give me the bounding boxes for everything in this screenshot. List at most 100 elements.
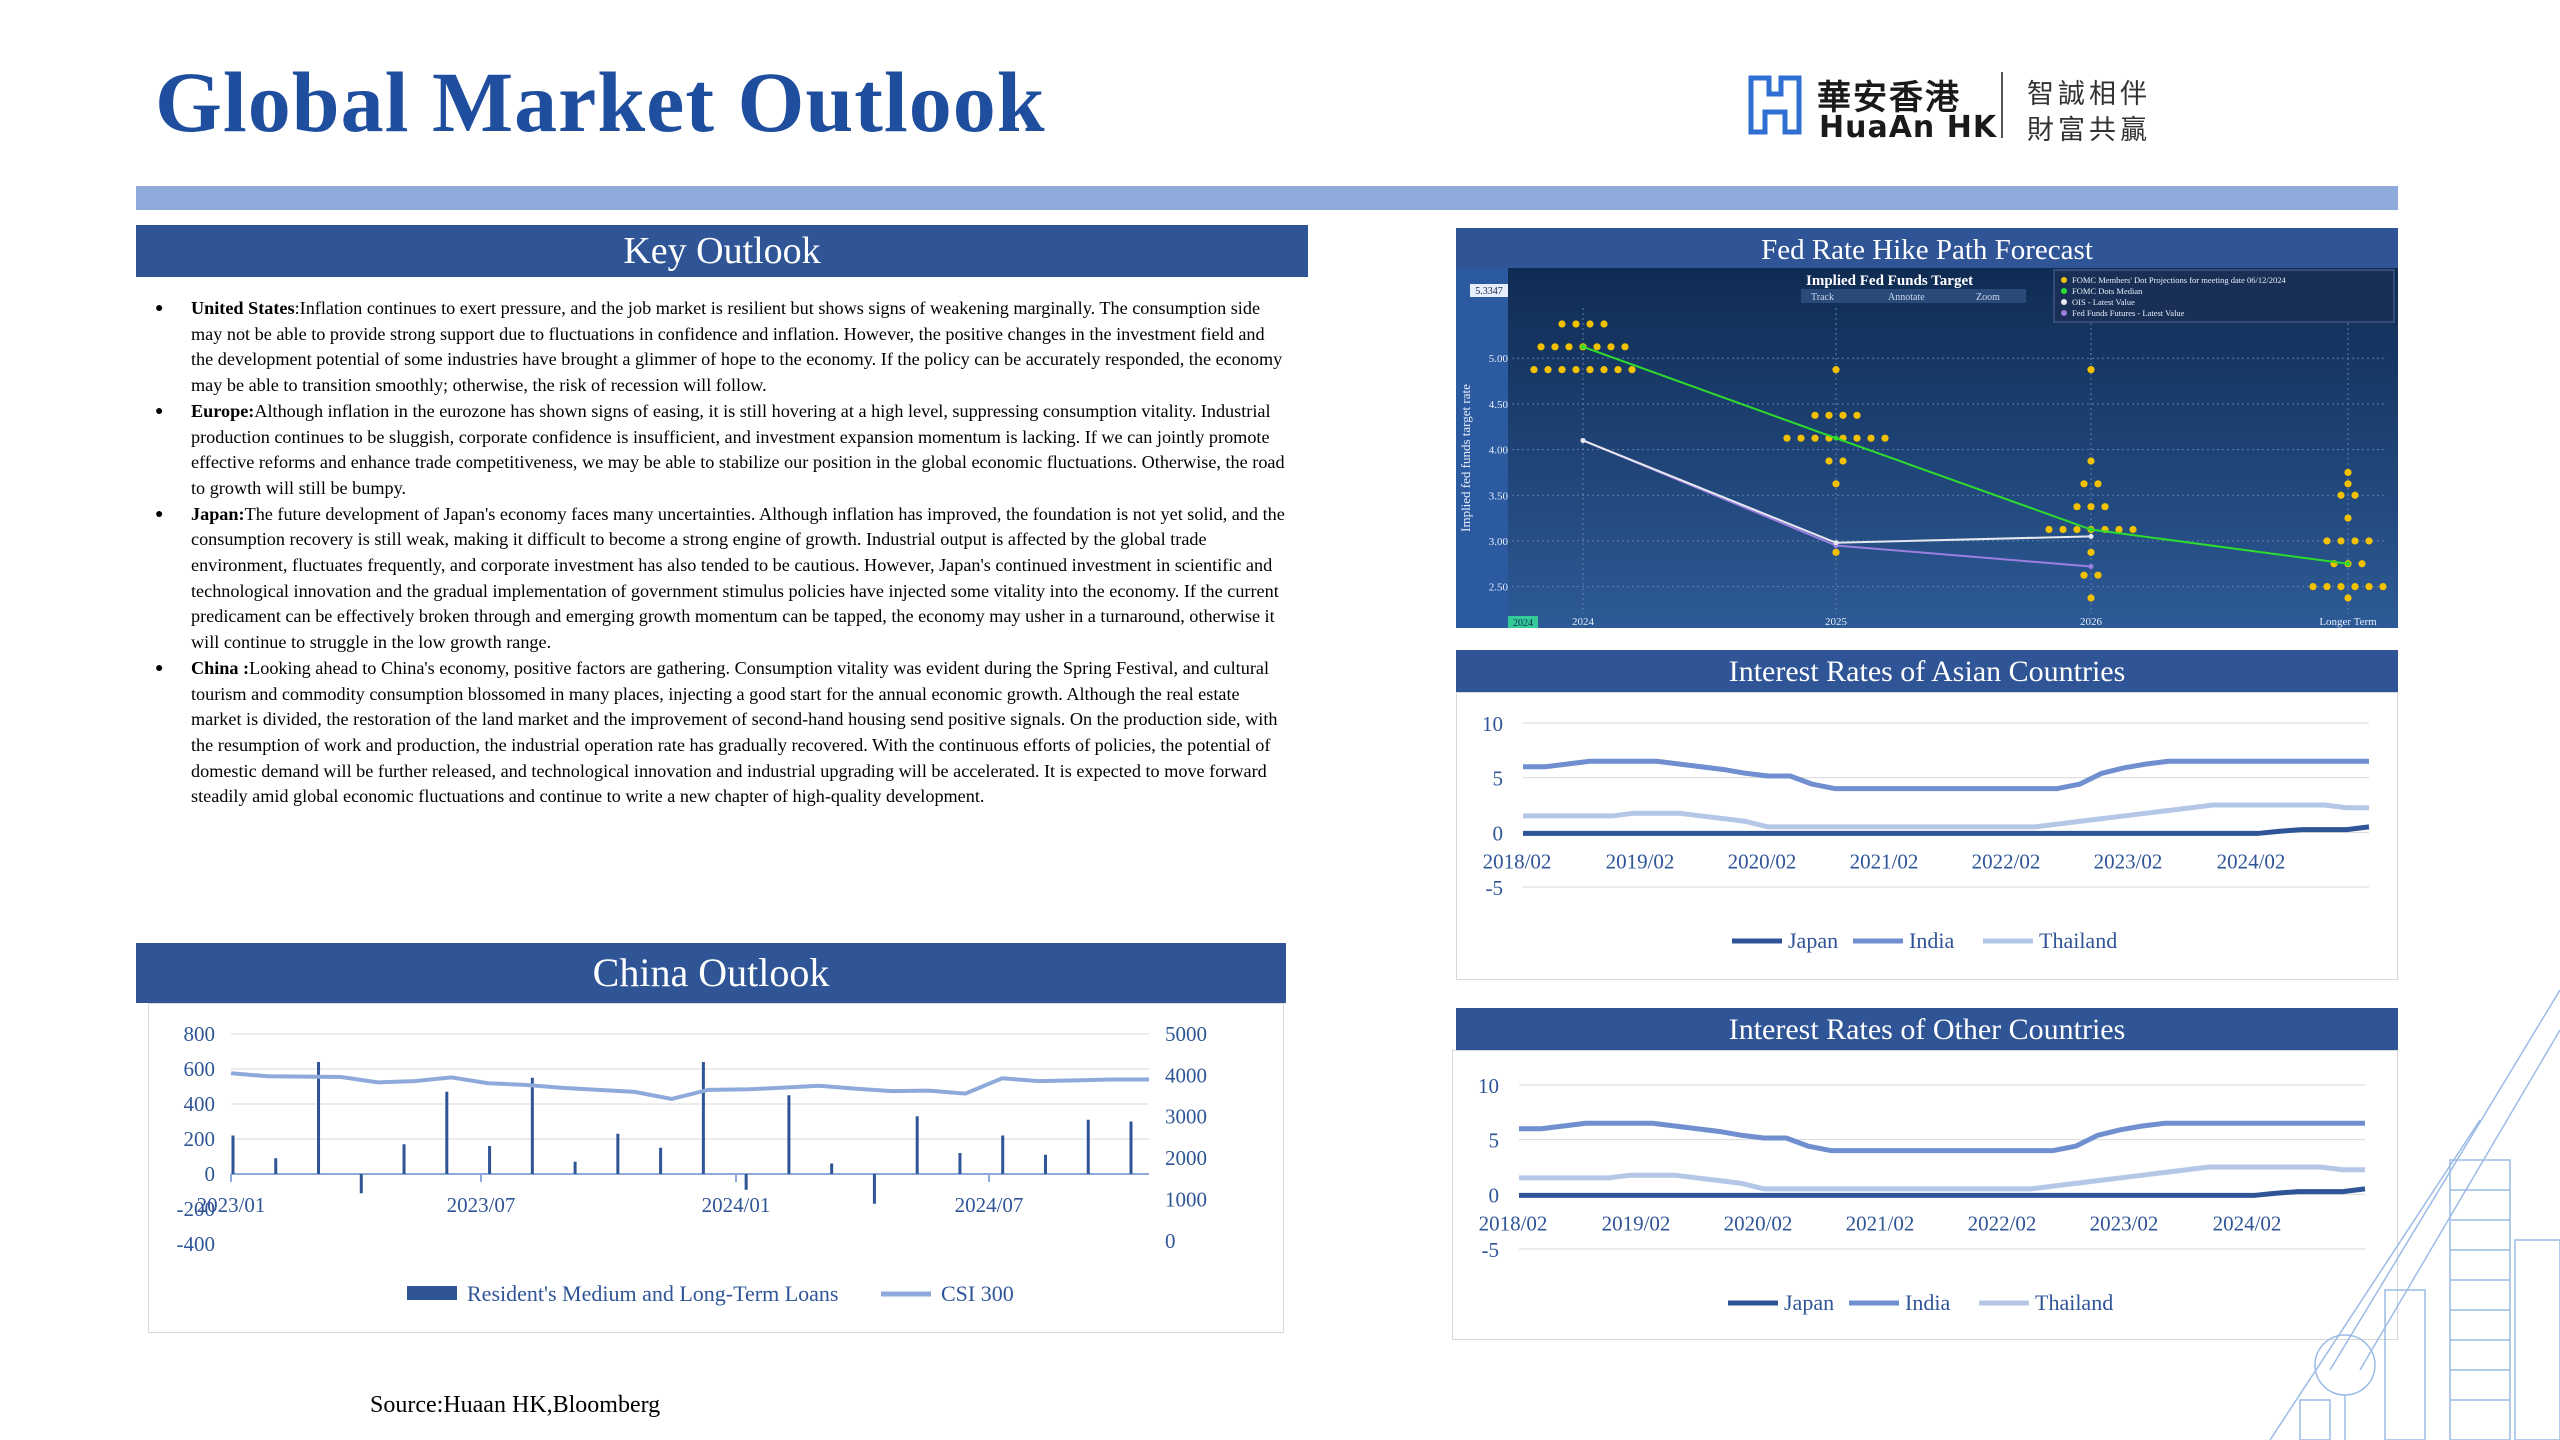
- fomc-dot: [2365, 537, 2373, 545]
- fomc-dot: [1586, 366, 1594, 374]
- fomc-dot: [2087, 366, 2095, 374]
- key-outlook-header: Key Outlook: [136, 225, 1308, 277]
- china-chart-panel: 800 600 400 200 0 -200 -400 5000 4000 3000 2000 100…: [148, 1003, 1284, 1333]
- fomc-dot: [2073, 525, 2081, 534]
- legend-label-csi: CSI 300: [941, 1281, 1014, 1306]
- outlook-item-text: Inflation continues to exert pressure, a…: [191, 298, 1283, 396]
- y-tick: 10: [1482, 712, 1503, 736]
- outlook-item-label: United States: [191, 298, 295, 318]
- china-outlook-chart: 8006004002000-200-4005000400030002000100…: [177, 1022, 1208, 1306]
- x-tick-label: 2024/02: [2217, 849, 2286, 873]
- source-note: Source:Huaan HK,Bloomberg: [370, 1392, 661, 1418]
- x-tick-label: 2024/07: [955, 1193, 1024, 1217]
- y-tick: -5: [1482, 1238, 1500, 1262]
- y-tick: 10: [1478, 1074, 1499, 1098]
- fomc-dot: [2129, 525, 2137, 534]
- fomc-dot: [2094, 480, 2102, 488]
- fed-toolbar-item: Track: [1811, 292, 1834, 303]
- x-tick-label: 2023/02: [2090, 1211, 2159, 1235]
- fomc-dot: [2344, 514, 2352, 522]
- x-tick-label: 2024/02: [2213, 1211, 2282, 1235]
- fed-y-tick: 3.50: [1489, 490, 1509, 502]
- other-rates-chart: 10 5 0 -5 2018/02 2019/02 2020/02 2021/02 2022/0…: [1478, 1074, 2366, 1315]
- loan-bar: [787, 1095, 791, 1174]
- dots-median-line: [1582, 345, 2349, 565]
- y-tick: 5: [1489, 1129, 1500, 1153]
- fed-y-tick: 4.00: [1489, 445, 1509, 457]
- fomc-dot: [2087, 594, 2095, 602]
- fed-y-tick: 5.00: [1489, 353, 1509, 365]
- y-tick-left: 200: [184, 1127, 216, 1151]
- fomc-dot: [1558, 366, 1566, 374]
- loan-bar: [915, 1116, 919, 1174]
- fomc-dot: [2344, 594, 2352, 602]
- csi300-line: [230, 1071, 1149, 1101]
- outlook-item-label: Europe:: [191, 400, 255, 421]
- fomc-dot: [1853, 411, 1861, 419]
- fed-legend-box: [2053, 269, 2395, 323]
- fomc-dot: [2337, 491, 2345, 499]
- fomc-dot: [2094, 571, 2102, 579]
- y-tick-left: -400: [177, 1232, 216, 1256]
- fed-badge-top-label: 5.3347: [1475, 286, 1503, 297]
- fed-toolbar: [1801, 289, 2026, 303]
- fomc-dot: [2309, 582, 2317, 591]
- china-outlook-header: China Outlook: [136, 943, 1286, 1003]
- fomc-dot: [1881, 434, 1889, 442]
- logo-slogan-1: 智誠相伴: [2027, 79, 2151, 110]
- fomc-dot: [1783, 434, 1791, 442]
- outlook-item-japan: Japan:The future development of Japan's …: [150, 502, 1290, 656]
- thailand-rate-line: [1523, 802, 2369, 830]
- fomc-dot: [2351, 537, 2359, 545]
- fomc-dot: [1572, 366, 1580, 374]
- y-tick-left: 600: [184, 1057, 216, 1081]
- india-rate-line: [1519, 1120, 2365, 1154]
- loan-bar: [1129, 1121, 1133, 1174]
- company-logo: 華安香港 HuaAn HK 智誠相伴 財富共贏: [1745, 68, 2165, 148]
- x-tick-label: 2019/02: [1602, 1211, 1671, 1235]
- y-tick-left: 0: [205, 1162, 216, 1186]
- loan-bar: [274, 1158, 278, 1174]
- x-tick-label: 2018/02: [1479, 1211, 1548, 1235]
- y-tick-left: 400: [184, 1092, 216, 1116]
- fomc-dot: [1811, 434, 1819, 442]
- fed-legend-label: OIS - Latest Value: [2072, 297, 2135, 307]
- fed-x-tick: 2026: [2080, 616, 2103, 628]
- fed-toolbar-item: Zoom: [1976, 292, 2000, 303]
- dots-median-line-point: [2345, 561, 2351, 567]
- fomc-dot: [1839, 457, 1847, 465]
- fomc-dot: [1551, 343, 1559, 351]
- fed-x-tick: 2025: [1825, 616, 1848, 628]
- asian-rates-header: Interest Rates of Asian Countries: [1456, 650, 2398, 692]
- legend-label: India: [1909, 928, 1954, 953]
- fomc-dot: [2344, 480, 2352, 488]
- fomc-dot: [1853, 434, 1861, 442]
- logo-english-name: HuaAn HK: [1819, 110, 1998, 145]
- loan-bar: [1043, 1154, 1047, 1174]
- loan-bar: [359, 1174, 363, 1194]
- fomc-dot: [1614, 366, 1622, 374]
- fomc-dot: [1600, 366, 1608, 374]
- fed-forecast-header: Fed Rate Hike Path Forecast: [1456, 228, 2398, 268]
- x-tick-label: 2020/02: [1728, 849, 1797, 873]
- y-tick-right: 3000: [1165, 1105, 1207, 1129]
- fomc-dot: [2323, 582, 2331, 591]
- fomc-dot: [1565, 343, 1573, 351]
- y-tick-right: 4000: [1165, 1063, 1207, 1087]
- fomc-dot: [1825, 457, 1833, 465]
- fed-badge-top: [1470, 284, 1508, 297]
- fed-y-label: Implied fed funds target rate: [1458, 384, 1473, 532]
- fomc-dot: [1572, 320, 1580, 328]
- y-tick: 0: [1489, 1183, 1500, 1207]
- city-skyline-decoration: [2269, 990, 2560, 1440]
- x-tick-label: 2023/02: [2094, 849, 2163, 873]
- x-tick-label: 2023/07: [447, 1193, 516, 1217]
- loan-bar: [488, 1146, 492, 1174]
- loan-bar: [1001, 1135, 1005, 1174]
- legend-label: India: [1905, 1290, 1950, 1315]
- fomc-dot: [2080, 571, 2088, 579]
- outlook-item-us: United States:Inflation continues to exe…: [150, 296, 1290, 399]
- fed-legend-marker: [2061, 299, 2067, 305]
- loan-bar: [659, 1147, 663, 1174]
- outlook-item-text: Looking ahead to China's economy, positi…: [191, 657, 1278, 807]
